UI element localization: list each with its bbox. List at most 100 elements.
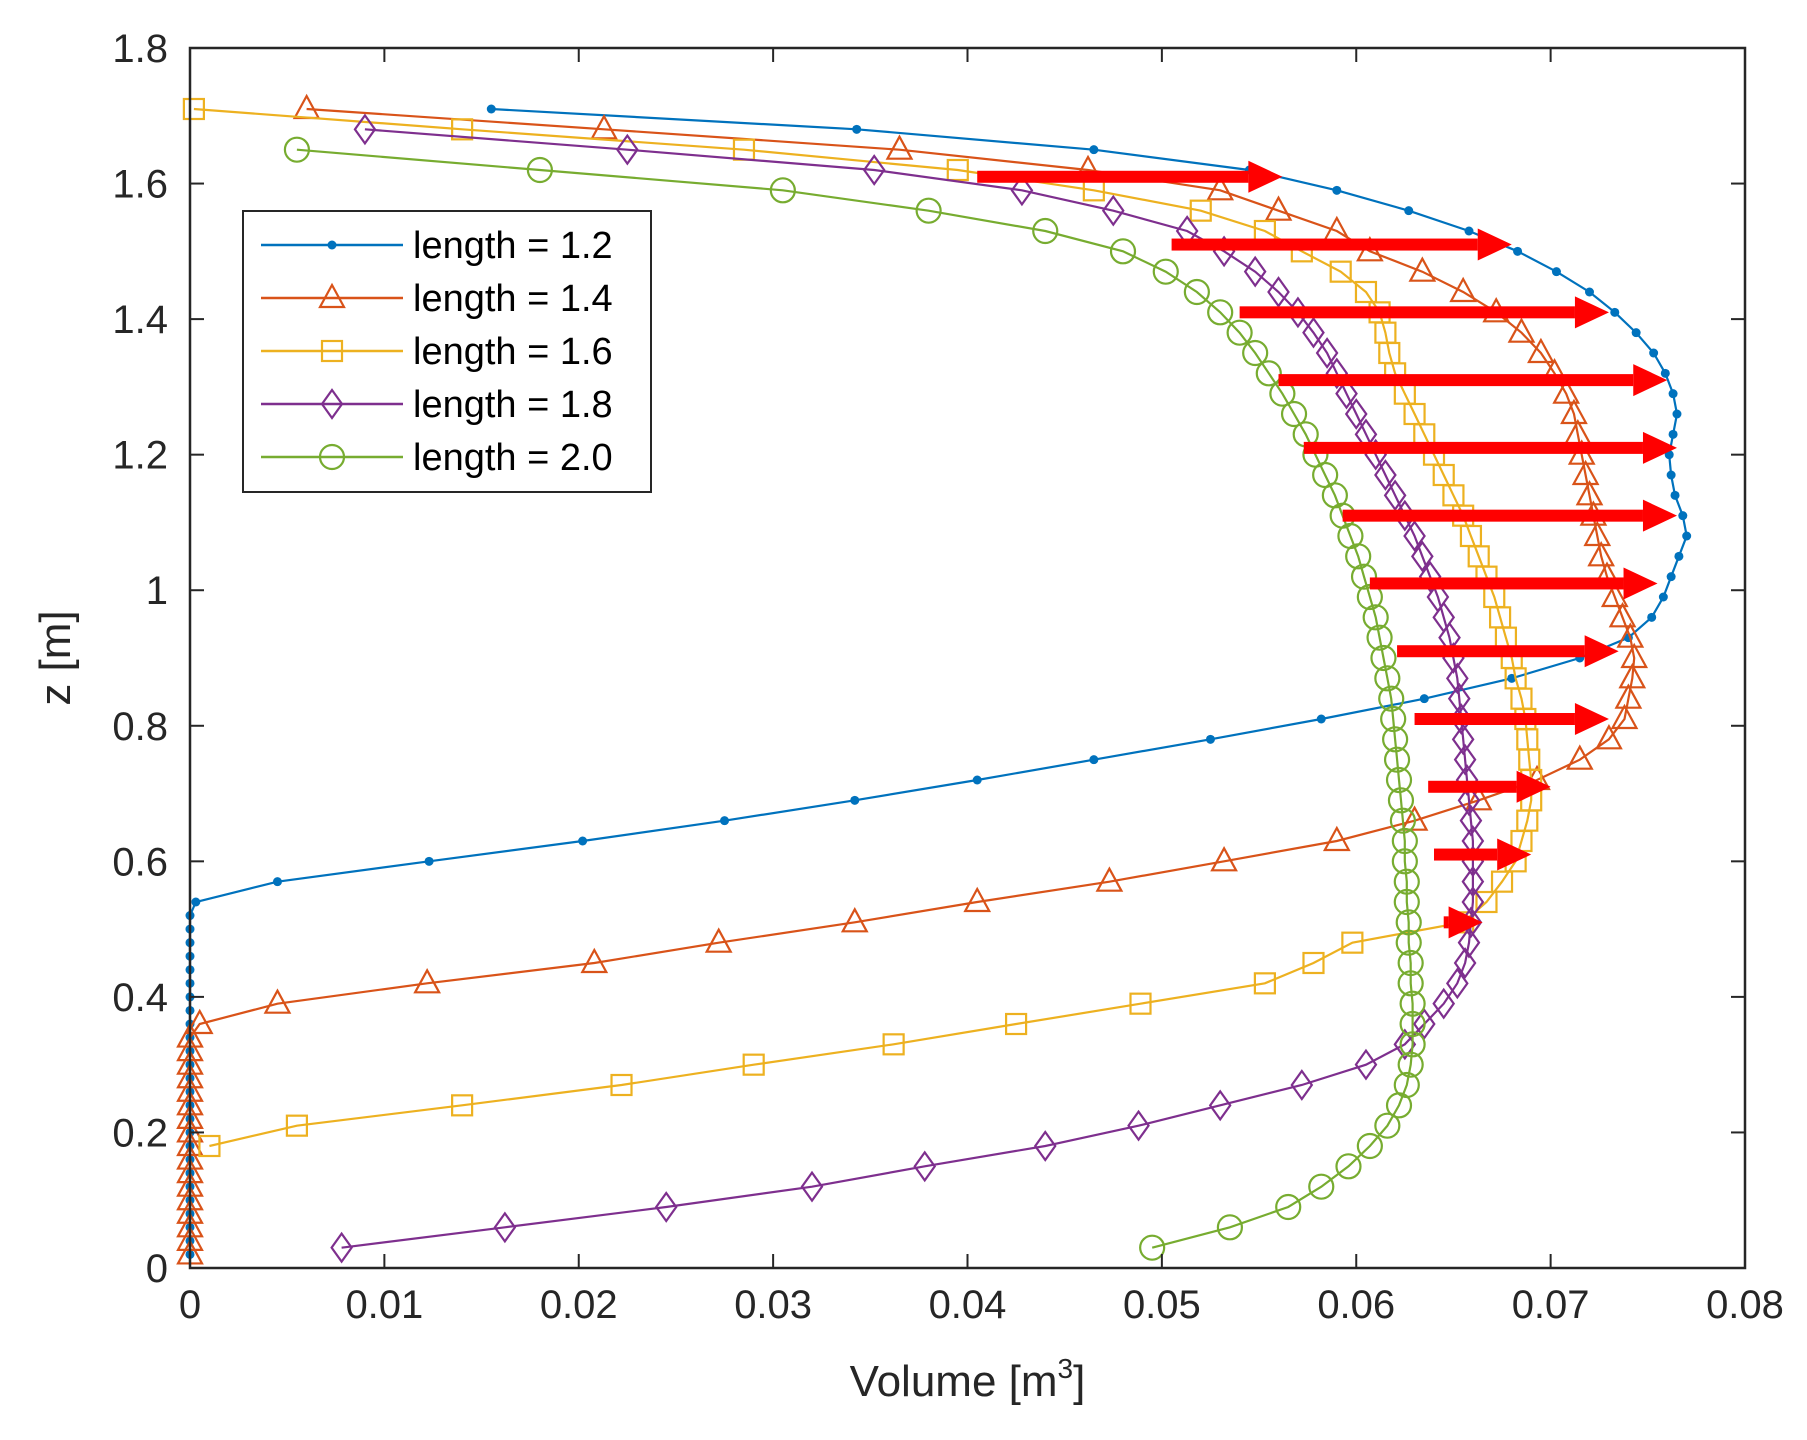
data-point (1127, 1109, 1150, 1142)
data-point (1389, 807, 1417, 834)
data-point (1513, 246, 1523, 256)
data-point (1575, 480, 1604, 506)
data-point (330, 1231, 353, 1264)
data-point (1668, 429, 1678, 439)
data-point (1610, 703, 1639, 730)
legend-label: length = 2.0 (413, 437, 613, 479)
data-point (1666, 470, 1676, 480)
data-point (852, 124, 862, 134)
data-point (413, 968, 441, 994)
arrow-head (1497, 838, 1532, 871)
data-point (1253, 972, 1276, 995)
y-tick-label: 1.6 (112, 163, 168, 207)
data-point (1032, 217, 1059, 245)
data-point (590, 114, 618, 140)
x-tick-label: 0.01 (345, 1283, 423, 1327)
data-point (580, 947, 609, 974)
data-point (1004, 1012, 1028, 1036)
data-point (1432, 601, 1456, 634)
data-point (1397, 970, 1424, 997)
red-arrow (1369, 567, 1658, 600)
data-point (972, 775, 982, 785)
red-arrow (1428, 770, 1551, 803)
data-point (1461, 886, 1485, 918)
data-point (1374, 665, 1401, 692)
data-point (526, 156, 553, 184)
data-point (1089, 755, 1099, 765)
legend-marker (327, 240, 337, 250)
data-point (1464, 785, 1493, 811)
data-point (1183, 278, 1210, 306)
data-point (1393, 888, 1420, 916)
data-point (1672, 409, 1682, 419)
data-point (1101, 194, 1125, 227)
data-point (1616, 622, 1645, 648)
data-point (1380, 705, 1407, 733)
data-point (1366, 624, 1393, 651)
arrow-layer (977, 160, 1677, 939)
data-point (1461, 865, 1485, 898)
data-point (353, 113, 377, 146)
x-tick-label: 0.02 (540, 1283, 618, 1327)
data-point (1666, 572, 1676, 582)
data-point (1322, 825, 1351, 852)
x-tick-label: 0.07 (1512, 1283, 1590, 1327)
x-tick-label: 0.05 (1123, 1283, 1201, 1327)
data-point (1620, 642, 1649, 669)
legend-marker (318, 443, 346, 471)
data-point (1139, 1234, 1166, 1261)
data-point (1618, 663, 1647, 689)
data-point (1551, 267, 1561, 277)
data-point (1678, 511, 1688, 521)
x-axis-title: Volume [m3] (850, 1353, 1086, 1406)
data-point (1445, 967, 1469, 1000)
arrow-head (1574, 296, 1609, 329)
data-point (654, 1191, 678, 1223)
data-point (1419, 694, 1429, 704)
data-point (1600, 581, 1629, 608)
data-point (1453, 947, 1477, 979)
data-point (1552, 378, 1581, 404)
data-point (1354, 280, 1378, 304)
data-point (1585, 287, 1594, 297)
data-point (1316, 714, 1326, 724)
x-axis-title-main: Volume [m (850, 1357, 1058, 1406)
data-point (882, 1033, 905, 1056)
data-point (578, 836, 588, 846)
data-point (1329, 260, 1352, 283)
data-point (720, 816, 730, 826)
data-point (1399, 990, 1426, 1017)
legend-marker (318, 282, 346, 309)
x-tick-label: 0.08 (1706, 1283, 1784, 1327)
data-point (1457, 926, 1481, 959)
data-point (1095, 866, 1124, 892)
data-point (615, 133, 639, 166)
y-tick-label: 1 (146, 569, 168, 613)
data-point (1264, 195, 1293, 221)
red-arrow (1239, 296, 1609, 329)
data-point (1332, 185, 1342, 195)
data-point (1387, 787, 1415, 814)
x-axis-title-superscript: 3 (1058, 1353, 1074, 1384)
data-point (1445, 662, 1469, 695)
data-point (1457, 784, 1481, 817)
arrow-head (1642, 431, 1677, 464)
data-point (840, 907, 869, 933)
data-point (1614, 683, 1643, 709)
red-arrow (1397, 635, 1619, 668)
tick-layer: 0 0.01 0.02 0.03 0.04 0.05 0.06 0.07 0.08 0 0.2 0.4… (112, 27, 1784, 1327)
data-point (1341, 931, 1364, 954)
data-point (1335, 377, 1358, 410)
data-point (1660, 368, 1670, 378)
data-point (704, 927, 733, 953)
legend-item: length = 1.6 (261, 331, 613, 373)
data-point (1391, 848, 1418, 875)
legend-label: length = 1.8 (413, 384, 613, 426)
data-point (285, 1114, 309, 1137)
data-point (1459, 804, 1483, 837)
arrow-shaft (1369, 577, 1624, 590)
data-point (1451, 723, 1475, 756)
data-point (1426, 581, 1450, 613)
y-tick-label: 0.2 (112, 1111, 168, 1155)
